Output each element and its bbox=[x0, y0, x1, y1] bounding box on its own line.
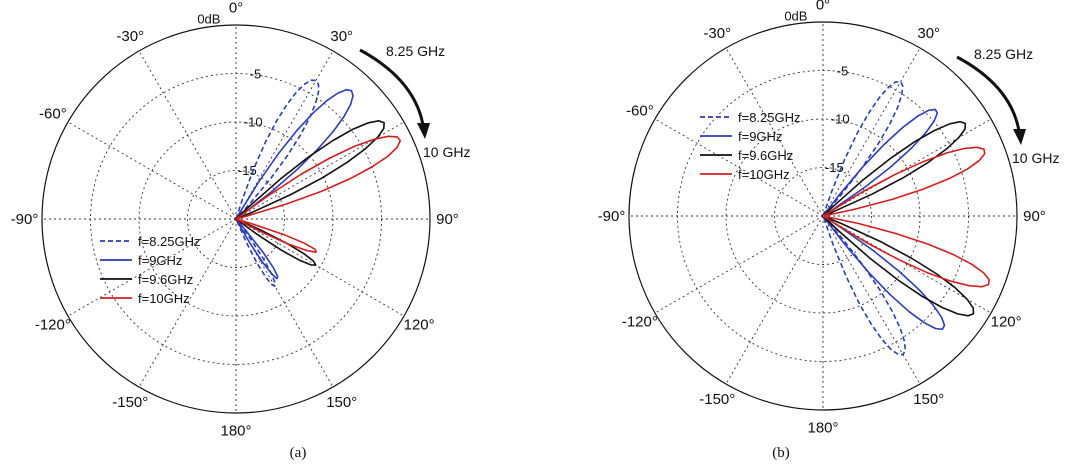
radial-tick-label: 0dB bbox=[197, 11, 220, 26]
grid-spoke bbox=[725, 47, 824, 217]
outer-circle bbox=[41, 24, 431, 414]
legend-entry: f=10GHz bbox=[738, 167, 790, 182]
angle-tick-label: 180° bbox=[807, 419, 838, 436]
legend-entry: f=9GHz bbox=[138, 253, 182, 268]
pattern-curve bbox=[235, 79, 320, 288]
legend-entry: f=9GHz bbox=[738, 129, 782, 144]
caption-a: (a) bbox=[290, 445, 307, 461]
angle-tick-label: -30° bbox=[703, 25, 731, 42]
angle-tick-label: -120° bbox=[622, 314, 658, 331]
angle-tick-label: 30° bbox=[330, 28, 353, 45]
frequency-sweep-arrow bbox=[956, 55, 1021, 132]
sweep-end-label: 10 GHz bbox=[423, 144, 470, 160]
outer-circle bbox=[628, 21, 1018, 411]
grid-spoke bbox=[67, 121, 237, 220]
angle-tick-label: 90° bbox=[1023, 208, 1046, 225]
grid-spoke bbox=[822, 47, 921, 217]
radial-tick-label: -15 bbox=[238, 163, 257, 178]
grid-spoke bbox=[654, 215, 824, 314]
angle-tick-label: 120° bbox=[991, 314, 1022, 331]
angle-tick-label: 90° bbox=[436, 211, 459, 228]
radial-tick-label: -10 bbox=[831, 112, 850, 127]
legend-entry: f=9.6GHz bbox=[738, 148, 793, 163]
pattern-curve bbox=[235, 88, 354, 280]
grid-ring bbox=[774, 167, 872, 265]
grid-ring bbox=[187, 170, 285, 268]
grid-spoke bbox=[822, 215, 921, 385]
polar-chart-a: 0dB-5-10-150°30°90°120°150°180°-150°-120… bbox=[11, 0, 471, 439]
grid-spoke bbox=[67, 218, 237, 317]
pattern-curve bbox=[235, 120, 385, 266]
angle-tick-label: -150° bbox=[112, 394, 148, 411]
arrow-head bbox=[1013, 129, 1026, 145]
legend-entry: f=8.25GHz bbox=[738, 110, 801, 125]
angle-tick-label: 150° bbox=[913, 391, 944, 408]
caption-b: (b) bbox=[772, 445, 790, 461]
grid-spoke bbox=[235, 50, 334, 220]
grid-spoke bbox=[822, 215, 992, 314]
legend-entry: f=9.6GHz bbox=[138, 272, 193, 287]
frequency-sweep-arrow bbox=[359, 48, 425, 126]
grid-spoke bbox=[138, 50, 237, 220]
radial-tick-label: -15 bbox=[825, 160, 844, 175]
angle-tick-label: -120° bbox=[35, 317, 71, 334]
grid-spoke bbox=[654, 118, 824, 217]
angle-tick-label: 180° bbox=[220, 422, 251, 439]
angle-tick-label: 150° bbox=[326, 394, 357, 411]
grid-spoke bbox=[138, 218, 237, 388]
angle-tick-label: 120° bbox=[404, 317, 435, 334]
angle-tick-label: -30° bbox=[116, 28, 144, 45]
polar-chart-b: 0dB-5-10-150°30°90°120°150°180°-150°-120… bbox=[598, 0, 1060, 436]
grid-spoke bbox=[822, 118, 992, 217]
grid-spoke bbox=[235, 218, 405, 317]
angle-tick-label: -60° bbox=[626, 102, 654, 119]
angle-tick-label: -150° bbox=[699, 391, 735, 408]
angle-tick-label: -90° bbox=[598, 208, 626, 225]
radial-tick-label: -5 bbox=[837, 64, 849, 79]
sweep-start-label: 8.25 GHz bbox=[386, 43, 445, 59]
angle-tick-label: -90° bbox=[11, 211, 39, 228]
sweep-start-label: 8.25 GHz bbox=[974, 46, 1033, 62]
angle-tick-label: 0° bbox=[816, 0, 830, 14]
radial-tick-label: -5 bbox=[250, 67, 262, 82]
angle-tick-label: 30° bbox=[917, 25, 940, 42]
angle-tick-label: -60° bbox=[39, 105, 67, 122]
radial-tick-label: -10 bbox=[244, 115, 263, 130]
pattern-curve bbox=[822, 146, 991, 288]
arrow-head bbox=[417, 123, 430, 139]
sweep-end-label: 10 GHz bbox=[1012, 150, 1059, 166]
grid-spoke bbox=[725, 215, 824, 385]
grid-spoke bbox=[235, 218, 334, 388]
legend-entry: f=8.25GHz bbox=[138, 234, 201, 249]
pattern-curve bbox=[235, 135, 402, 253]
angle-tick-label: 0° bbox=[229, 0, 243, 17]
radial-tick-label: 0dB bbox=[784, 8, 807, 23]
legend-entry: f=10GHz bbox=[138, 291, 190, 306]
pattern-curve bbox=[822, 120, 975, 317]
